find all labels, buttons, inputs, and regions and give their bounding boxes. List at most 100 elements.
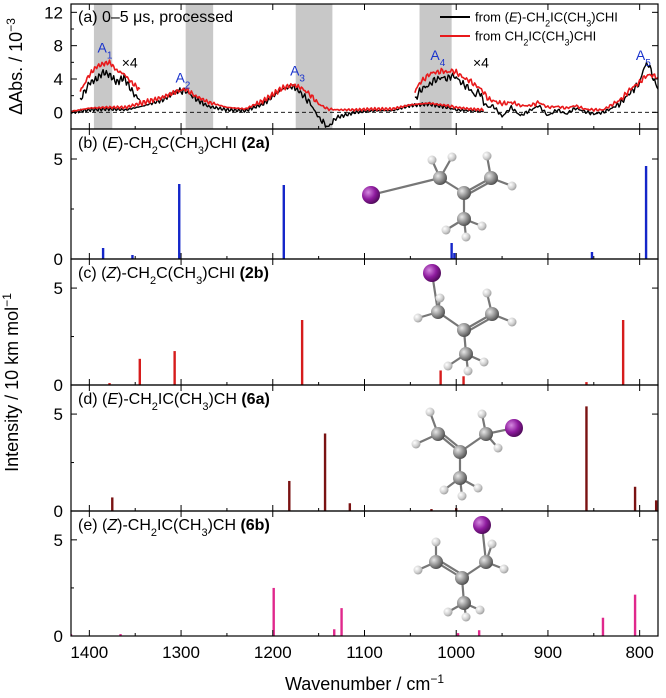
molecule-6b-atom-hydrogen	[499, 564, 509, 574]
molecule-6a-atom-carbon	[453, 445, 467, 459]
y-axis-title-a: ΔAbs. / 10−3	[4, 18, 26, 115]
molecule-6a-atom-carbon	[431, 427, 445, 441]
x-tick-label-1200: 1200	[254, 643, 292, 662]
molecule-2b-atom-carbon	[485, 307, 499, 321]
molecule-2a-bond	[369, 176, 442, 197]
panel-c-data	[108, 320, 625, 385]
molecule-6a-atom-hydrogen	[473, 483, 483, 493]
peak-label-3: A3	[290, 63, 305, 85]
y-tick-label-e-5: 5	[54, 531, 63, 550]
molecule-2a-atom-carbon	[457, 212, 471, 226]
y-tick-label-a-4: 4	[54, 70, 63, 89]
x-axis-title: Wavenumber / cm−1	[285, 672, 444, 694]
multiplier-label-2: ×4	[473, 54, 489, 70]
molecule-6b-atom-iodine	[473, 516, 491, 534]
molecule-2a-atom-hydrogen	[461, 232, 471, 242]
molecule-2a-atom-hydrogen	[477, 221, 487, 231]
peak-label-1: A1	[97, 39, 112, 61]
molecule-6a-atom-hydrogen	[411, 439, 421, 449]
molecule-2b-atom-carbon	[457, 323, 471, 337]
y-tick-label-b-0: 0	[54, 250, 63, 269]
molecule-6b-atom-carbon	[479, 555, 493, 569]
y-tick-label-e-0: 0	[54, 627, 63, 646]
molecule-2a-atom-hydrogen	[441, 225, 451, 235]
x-tick-label-800: 800	[625, 643, 653, 662]
x-tick-label-1300: 1300	[162, 643, 200, 662]
x-tick-label-1100: 1100	[346, 643, 383, 662]
molecule-6a-atom-hydrogen	[439, 485, 449, 495]
molecule-6b-atom-hydrogen	[413, 565, 423, 575]
series-red-segment-3	[414, 67, 658, 112]
panel-d-data	[111, 406, 658, 511]
y-axis-title-intensity: Intensity / 10 km mol−1	[0, 293, 22, 472]
shaded-band-2	[185, 4, 214, 129]
molecule-2a-atom-hydrogen	[447, 152, 457, 162]
panel-e-data	[71, 587, 637, 636]
panel-c: (c) (Z)-CH2C(CH3)CHI (2b) 0 5	[54, 258, 659, 395]
panel-label-b: (b) (E)-CH2C(CH3)CHI (2a)	[78, 135, 270, 157]
y-tick-label-c-0: 0	[54, 376, 63, 395]
shaded-band-1	[93, 4, 113, 129]
molecule-6a-atom-iodine	[505, 419, 523, 437]
molecule-6b-atom-hydrogen	[475, 605, 485, 615]
legend-text-2: from CH2IC(CH3)CHI	[475, 29, 596, 48]
y-tick-label-a-8: 8	[54, 37, 63, 56]
molecule-6b-atom-hydrogen	[461, 612, 471, 622]
molecule-6b-atom-hydrogen	[431, 537, 441, 547]
molecule-2b-atom-carbon	[459, 347, 473, 361]
molecule-6a-atom-carbon	[453, 471, 467, 485]
series-red-segment-1	[79, 59, 141, 92]
y-tick-label-b-5: 5	[54, 150, 63, 169]
y-tick-label-c-5: 5	[54, 279, 63, 298]
molecule-6a-atom-hydrogen	[477, 409, 487, 419]
peak-label-2: A2	[175, 69, 190, 91]
shaded-band-4	[419, 4, 452, 129]
molecule-6a-atom-hydrogen	[493, 443, 503, 453]
series-black-segment-1	[79, 68, 141, 101]
peak-label-4: A4	[430, 47, 445, 68]
series-red-segment-2	[71, 83, 485, 113]
molecule-6b-atom-carbon	[429, 555, 443, 569]
panel-e: (e) (Z)-CH2IC(CH3)CH (6b) 0 5	[54, 510, 659, 646]
molecule-6b-atom-carbon	[457, 596, 471, 610]
panel-d: (d) (E)-CH2IC(CH3)CH (6a) 0 5	[54, 384, 659, 521]
molecule-2b-atom-hydrogen	[463, 366, 473, 376]
molecule-2b-atom-carbon	[431, 305, 445, 319]
molecule-2a-atom-hydrogen	[507, 181, 517, 191]
molecule-2a-atom-carbon	[433, 171, 447, 185]
y-tick-label-d-5: 5	[54, 405, 63, 424]
multiplier-label-1: ×4	[122, 54, 138, 70]
molecule-2a-atom-carbon	[484, 171, 498, 185]
x-tick-label-1400: 1400	[70, 643, 108, 662]
molecule-6a	[411, 407, 523, 501]
molecule-2b-atom-hydrogen	[482, 288, 492, 298]
panel-b-data	[101, 166, 648, 259]
legend-text-1: from (E)-CH2IC(CH3)CHI	[475, 10, 618, 29]
panel-label-e: (e) (Z)-CH2IC(CH3)CH (6b)	[78, 517, 270, 539]
molecule-6b	[413, 516, 509, 622]
panel-label-d: (d) (E)-CH2IC(CH3)CH (6a)	[78, 391, 270, 413]
molecule-2a-atom-hydrogen	[427, 155, 437, 165]
x-tick-label-1000: 1000	[437, 643, 475, 662]
y-tick-label-a-0: 0	[54, 103, 63, 122]
panel-label-a: (a) 0–5 μs, processed	[78, 9, 233, 26]
molecule-2a-atom-hydrogen	[482, 151, 492, 161]
molecule-2b-atom-hydrogen	[507, 317, 517, 327]
molecule-2b-atom-hydrogen	[479, 357, 489, 367]
molecule-6b-atom-hydrogen	[443, 607, 453, 617]
molecule-6b-atom-hydrogen	[487, 539, 497, 549]
y-tick-label-d-0: 0	[54, 502, 63, 521]
panel-b: (b) (E)-CH2C(CH3)CHI (2a) 0 5	[54, 128, 659, 269]
panel-a-data	[71, 4, 658, 129]
molecule-6a-atom-hydrogen	[457, 491, 467, 501]
panel-a: A1 A2 A3 A4 A5 ×4 ×4 (a) 0–5 μs, processed from …	[4, 3, 659, 130]
panel-label-c: (c) (Z)-CH2C(CH3)CHI (2b)	[78, 265, 269, 287]
x-tick-label-900: 900	[534, 643, 562, 662]
molecule-6a-atom-carbon	[479, 427, 493, 441]
molecule-2b	[413, 264, 517, 376]
molecule-2b-atom-hydrogen	[443, 361, 453, 371]
molecule-6a-atom-hydrogen	[425, 407, 435, 417]
series-black-segment-3	[414, 61, 658, 118]
molecule-2b-atom-hydrogen	[435, 293, 445, 303]
